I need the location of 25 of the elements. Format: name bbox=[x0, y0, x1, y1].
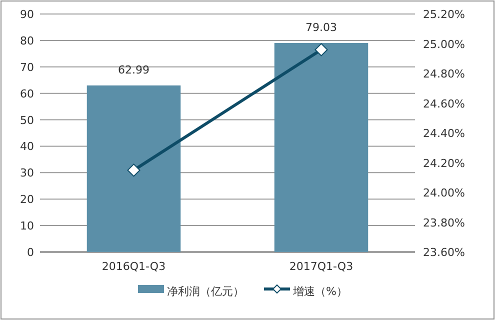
legend-label: 增速（%） bbox=[292, 285, 348, 298]
legend-label: 净利润（亿元） bbox=[167, 285, 244, 298]
y2-tick-label: 24.40% bbox=[423, 127, 465, 140]
y2-tick-label: 24.80% bbox=[423, 68, 465, 80]
y-tick-label: 60 bbox=[20, 87, 34, 100]
y-tick-label: 70 bbox=[20, 60, 34, 74]
y-tick-label: 40 bbox=[20, 140, 34, 154]
y-tick-label: 0 bbox=[27, 246, 34, 259]
y2-tick-label: 24.00% bbox=[423, 186, 465, 200]
y-tick-label: 20 bbox=[20, 193, 34, 206]
data-label: 79.03 bbox=[306, 21, 337, 34]
y2-tick-label: 23.60% bbox=[423, 246, 465, 259]
y-tick-label: 80 bbox=[20, 34, 34, 48]
x-tick-label: 2017Q1-Q3 bbox=[289, 260, 354, 273]
y-tick-label: 50 bbox=[20, 114, 34, 127]
y-tick-label: 30 bbox=[20, 166, 34, 180]
y2-tick-label: 23.80% bbox=[423, 216, 465, 230]
y2-tick-label: 25.20% bbox=[423, 8, 465, 21]
y2-tick-label: 24.60% bbox=[423, 97, 465, 110]
y2-tick-label: 25.00% bbox=[423, 38, 465, 51]
y-tick-label: 90 bbox=[20, 8, 34, 21]
data-label: 62.99 bbox=[118, 63, 150, 76]
y-tick-label: 10 bbox=[20, 220, 34, 233]
x-tick-label: 2016Q1-Q3 bbox=[102, 260, 166, 273]
y2-tick-label: 24.20% bbox=[423, 156, 465, 170]
